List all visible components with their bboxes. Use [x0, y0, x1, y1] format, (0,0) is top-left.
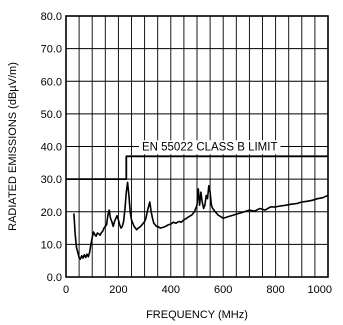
y-tick-labels: 0.0 10.0 20.0 30.0 40.0 50.0 60.0 70.0 80.0 [41, 11, 62, 284]
y-axis-title: RADIATED EMISSIONS (dBµV/m) [7, 62, 19, 231]
x-tick-label: 200 [109, 284, 127, 296]
x-tick-label: 800 [266, 284, 284, 296]
y-tick-label: 0.0 [47, 272, 62, 284]
y-tick-label: 60.0 [41, 76, 62, 88]
y-tick-label: 80.0 [41, 11, 62, 23]
limit-line [66, 155, 328, 181]
limit-annotation: EN 55022 CLASS B LIMIT [142, 141, 278, 153]
plot-frame [65, 15, 329, 278]
y-tick-label: 20.0 [41, 207, 62, 219]
x-tick-labels: 0 200 400 600 800 1000 [63, 284, 332, 296]
y-tick-label: 30.0 [41, 174, 62, 186]
y-tick-label: 70.0 [41, 44, 62, 56]
x-tick-label: 1000 [308, 284, 332, 296]
x-axis-title: FREQUENCY (MHz) [146, 309, 248, 321]
y-tick-label: 40.0 [41, 142, 62, 154]
annotation-mask [138, 140, 281, 155]
y-tick-label: 50.0 [41, 109, 62, 121]
y-tick-label: 10.0 [41, 239, 62, 251]
x-tick-label: 600 [214, 284, 232, 296]
x-tick-label: 400 [162, 284, 180, 296]
series-layer [66, 155, 329, 260]
x-tick-label: 0 [63, 284, 69, 296]
emissions-trace [73, 181, 329, 260]
